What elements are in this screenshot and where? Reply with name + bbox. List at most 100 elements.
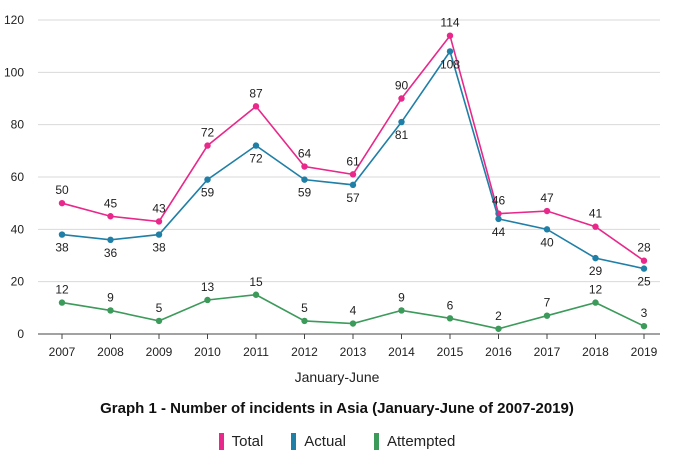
data-point-total [58, 199, 66, 207]
x-tick-label: 2017 [534, 345, 561, 359]
x-tick-label: 2016 [485, 345, 512, 359]
data-label-attempted: 3 [641, 306, 648, 320]
data-point-actual [204, 176, 211, 183]
data-point-attempted [495, 325, 502, 332]
series [58, 32, 648, 332]
data-point-total [204, 142, 211, 149]
y-tick-label: 40 [11, 222, 25, 236]
data-point-actual [252, 142, 260, 149]
x-tick-label: 2010 [194, 345, 221, 359]
y-tick-label: 120 [4, 13, 24, 27]
data-point-actual [495, 215, 502, 223]
legend-swatch-attempted [374, 433, 379, 450]
data-label-total: 43 [152, 201, 166, 215]
data-point-actual [349, 181, 357, 189]
data-point-attempted [349, 320, 357, 327]
data-label-total: 45 [104, 196, 118, 210]
y-tick-label: 80 [11, 118, 25, 132]
x-tick-label: 2012 [291, 345, 318, 359]
y-tick-label: 100 [4, 65, 24, 79]
data-point-attempted [155, 317, 163, 325]
data-label-actual: 57 [346, 191, 360, 205]
data-point-actual [398, 118, 405, 126]
data-label-attempted: 12 [589, 283, 603, 297]
data-label-total: 50 [55, 183, 69, 197]
data-point-total [349, 171, 357, 178]
data-point-actual [301, 176, 308, 183]
data-label-total: 61 [346, 154, 360, 168]
x-tick-label: 2015 [437, 345, 464, 359]
data-point-total [640, 257, 648, 264]
data-label-actual: 44 [492, 225, 506, 239]
data-label-actual: 38 [152, 241, 166, 255]
data-point-attempted [204, 296, 211, 304]
data-label-actual: 29 [589, 264, 603, 278]
legend-label-total: Total [231, 433, 264, 450]
x-tick-label: 2008 [97, 345, 124, 359]
data-point-total [446, 32, 454, 39]
data-point-attempted [107, 307, 114, 314]
data-label-attempted: 9 [107, 290, 114, 304]
data-label-actual: 81 [395, 128, 409, 142]
x-axis-title: January-June [294, 369, 380, 385]
data-label-actual: 36 [104, 246, 118, 260]
data-point-actual [543, 226, 551, 233]
data-point-attempted [398, 307, 405, 314]
data-label-actual: 38 [55, 241, 69, 255]
x-tick-label: 2009 [146, 345, 173, 359]
chart-title: Graph 1 - Number of incidents in Asia (J… [100, 400, 574, 417]
data-point-total [301, 163, 308, 170]
data-label-total: 72 [201, 126, 215, 140]
data-point-actual [592, 254, 599, 262]
data-point-total [252, 103, 260, 110]
y-tick-label: 20 [11, 275, 25, 289]
x-tick-label: 2019 [631, 345, 658, 359]
data-point-actual [640, 265, 648, 272]
data-label-attempted: 6 [447, 298, 454, 312]
y-tick-label: 0 [17, 327, 24, 341]
data-label-total: 90 [395, 79, 409, 93]
data-label-attempted: 5 [301, 301, 308, 315]
data-point-attempted [640, 322, 648, 330]
data-point-attempted [58, 299, 66, 306]
chart-area: 0 20 40 60 80 100 120 2007 2008 2009 2010 2011 2012 2… [4, 13, 660, 359]
legend-item-total: Total [218, 433, 264, 450]
data-label-actual: 59 [298, 186, 312, 200]
legend: Total Actual Attempted [0, 433, 674, 450]
series-line-total [61, 33, 645, 262]
data-point-total [592, 223, 599, 230]
data-label-actual: 40 [540, 235, 554, 249]
line-chart: 0 20 40 60 80 100 120 2007 2008 2009 2010 2011 2012 2… [4, 13, 660, 359]
data-point-actual [58, 231, 66, 238]
data-label-attempted: 15 [249, 275, 263, 289]
data-point-total [107, 213, 114, 220]
legend-swatch-actual [291, 433, 297, 450]
data-label-total: 46 [492, 194, 506, 208]
data-label-total: 47 [540, 191, 554, 205]
data-point-attempted [446, 315, 454, 322]
x-tick-label: 2013 [340, 345, 367, 359]
data-label-attempted: 2 [495, 309, 502, 323]
x-tick-label: 2011 [243, 345, 269, 359]
data-label-actual: 72 [249, 152, 263, 166]
legend-label-attempted: Attempted [387, 433, 456, 450]
data-label-attempted: 13 [201, 280, 215, 294]
data-point-attempted [592, 299, 599, 306]
data-point-attempted [252, 291, 260, 298]
legend-label-actual: Actual [304, 433, 346, 450]
data-label-attempted: 5 [156, 301, 163, 315]
data-label-total: 114 [440, 16, 459, 30]
legend-item-attempted: Attempted [374, 433, 455, 450]
data-label-actual: 25 [637, 275, 651, 289]
data-label-attempted: 12 [55, 283, 69, 297]
grid-lines [38, 19, 660, 283]
data-label-attempted: 9 [398, 290, 405, 304]
y-tick-label: 60 [11, 170, 25, 184]
legend-swatch-total [218, 433, 224, 450]
x-tick-label: 2014 [388, 345, 415, 359]
data-label-total: 41 [589, 207, 603, 221]
x-tick-label: 2018 [582, 345, 609, 359]
data-point-total [155, 218, 163, 225]
data-label-attempted: 4 [350, 304, 357, 318]
